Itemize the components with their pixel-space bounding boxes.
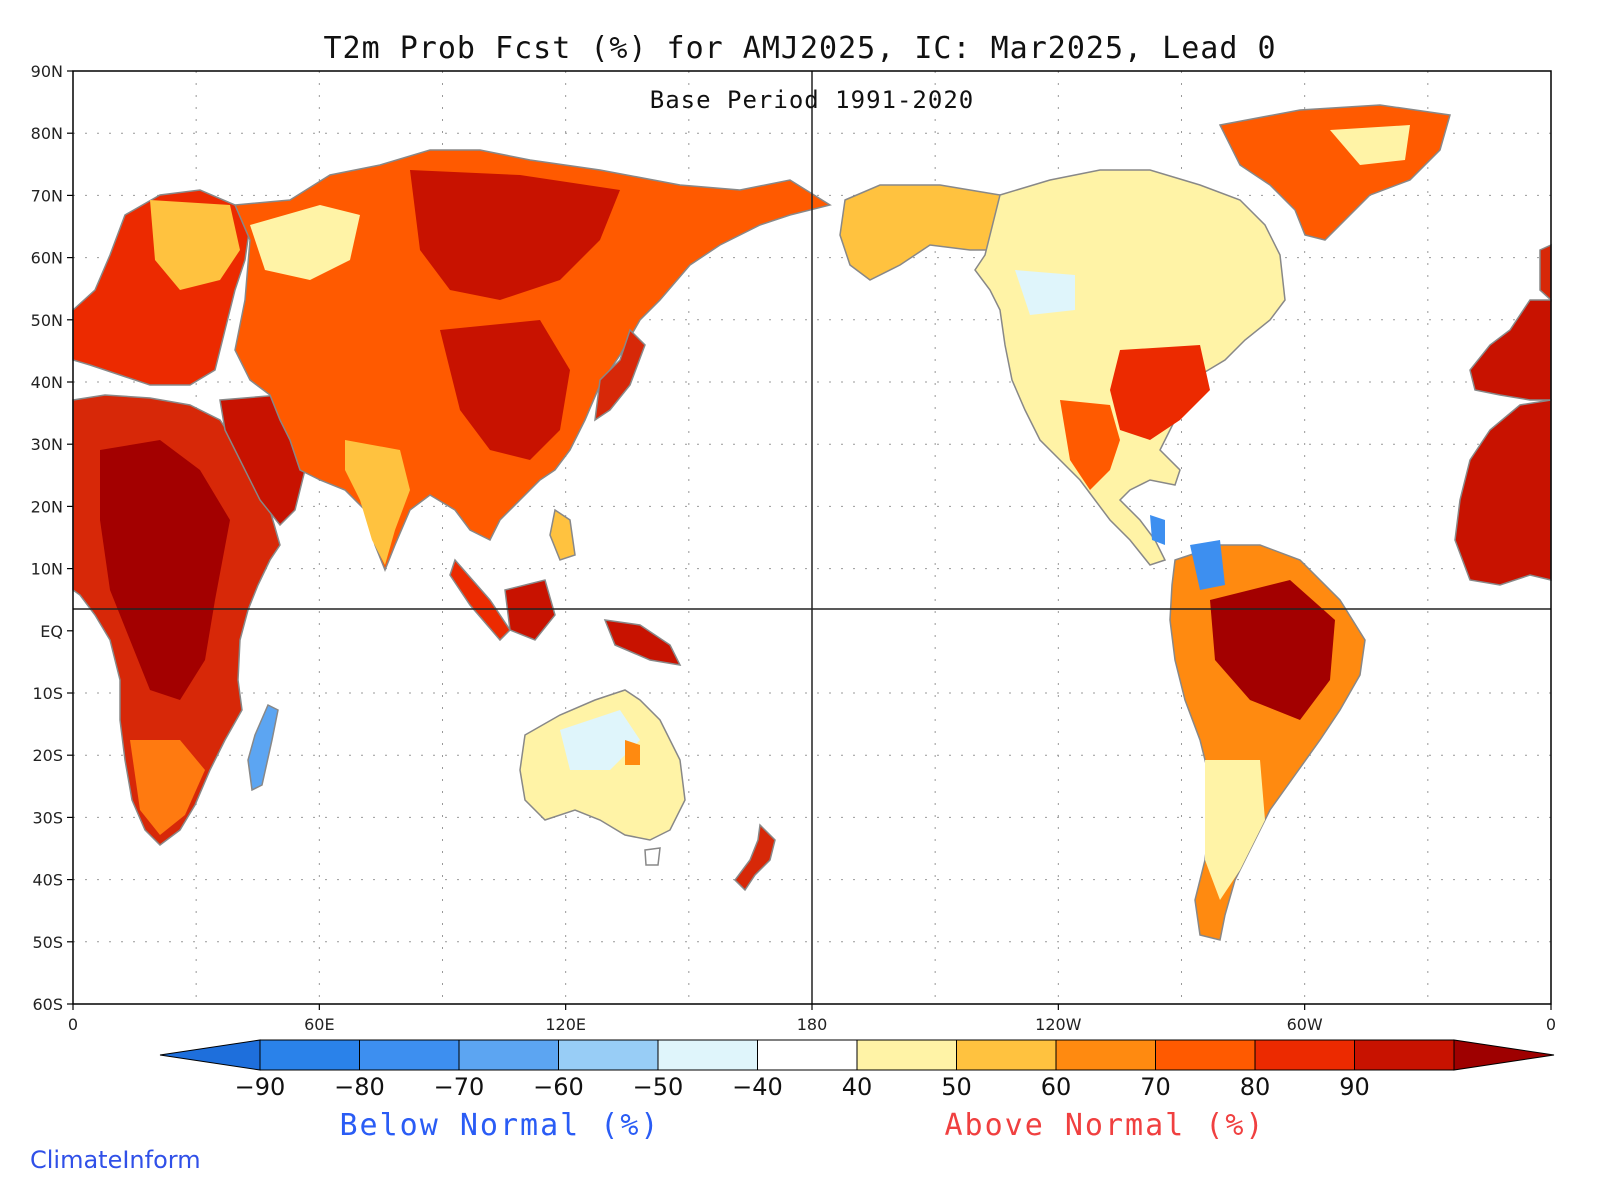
tasmania bbox=[644, 847, 661, 866]
colorbar-box bbox=[1254, 1039, 1355, 1071]
colorbar: −90 −80 −70 −60 −50 −40 40 50 60 70 80 90 bbox=[159, 1039, 1555, 1101]
lat-tick-label: 40N bbox=[31, 373, 63, 392]
japan bbox=[594, 328, 646, 422]
colorbar-tick-label: −40 bbox=[732, 1073, 783, 1101]
lon-tick-label: 120E bbox=[545, 1015, 586, 1034]
lon-tick-label: 180 bbox=[797, 1015, 828, 1034]
colorbar-tick-label: 70 bbox=[1140, 1073, 1171, 1101]
map-area: Base Period 1991-2020 bbox=[72, 70, 1552, 1005]
colorbar-tick-label: −90 bbox=[235, 1073, 286, 1101]
colorbar-box bbox=[856, 1039, 957, 1071]
sumatra bbox=[449, 558, 511, 642]
eastern-us bbox=[1110, 345, 1210, 440]
amazon-core bbox=[1210, 580, 1335, 720]
colorbar-box bbox=[1155, 1039, 1256, 1071]
colorbar-tick-label: 50 bbox=[941, 1073, 972, 1101]
mexico bbox=[1060, 400, 1120, 490]
europe-north bbox=[150, 200, 240, 290]
colorbar-box bbox=[1055, 1039, 1156, 1071]
lon-tick-label: 60E bbox=[304, 1015, 334, 1034]
new-guinea bbox=[603, 619, 682, 666]
greenland-pale bbox=[1330, 125, 1410, 165]
colorbar-box bbox=[757, 1039, 858, 1071]
australia-hotspot bbox=[625, 740, 640, 765]
africa-core bbox=[100, 440, 230, 700]
lat-tick-label: 60N bbox=[31, 249, 63, 268]
land-masses bbox=[72, 104, 1552, 941]
lat-tick-label: 70N bbox=[31, 186, 63, 205]
lat-tick-label: 50S bbox=[32, 933, 63, 952]
colorbar-tick-label: −80 bbox=[334, 1073, 385, 1101]
canada-blue bbox=[1015, 270, 1075, 315]
colorbar-tick-label: 90 bbox=[1339, 1073, 1370, 1101]
lat-tick-label: 80N bbox=[31, 124, 63, 143]
colorbar-box bbox=[259, 1039, 360, 1071]
philippines bbox=[549, 508, 576, 561]
china-core bbox=[440, 320, 570, 460]
colorbar-tick-label: −60 bbox=[533, 1073, 584, 1101]
base-period-label: Base Period 1991-2020 bbox=[650, 86, 974, 114]
australia-pale-blue bbox=[560, 710, 640, 770]
colorbar-box bbox=[1354, 1039, 1455, 1071]
colorbar-box bbox=[956, 1039, 1057, 1071]
above-normal-label: Above Normal (%) bbox=[945, 1108, 1266, 1143]
india bbox=[345, 440, 410, 565]
plot-title: T2m Prob Fcst (%) for AMJ2025, IC: Mar20… bbox=[323, 31, 1276, 66]
lat-tick-label: 40S bbox=[32, 871, 63, 890]
colorbar-box bbox=[657, 1039, 758, 1071]
colorbar-tick-label: −70 bbox=[434, 1073, 485, 1101]
colorbar-arrow-left bbox=[159, 1039, 261, 1071]
below-normal-label: Below Normal (%) bbox=[340, 1108, 661, 1143]
nw-africa-right-edge bbox=[1454, 399, 1552, 586]
colorbar-box bbox=[458, 1039, 559, 1071]
colorbar-tick-label: 80 bbox=[1240, 1073, 1271, 1101]
central-america-blue bbox=[1150, 515, 1165, 545]
africa-south bbox=[130, 740, 205, 835]
lat-tick-label: 30S bbox=[32, 808, 63, 827]
colorbar-tick-label: 60 bbox=[1041, 1073, 1072, 1101]
longitude-axis: 0 60E 120E 180 120W 60W 0 bbox=[68, 1004, 1556, 1034]
lat-tick-label: 60S bbox=[32, 995, 63, 1014]
russia-west-pale bbox=[250, 205, 360, 280]
colorbar-box bbox=[359, 1039, 460, 1071]
credit-label: ClimateInform bbox=[30, 1146, 201, 1174]
colorbar-tick-label: −50 bbox=[633, 1073, 684, 1101]
lat-tick-label: 30N bbox=[31, 435, 63, 454]
alaska bbox=[839, 184, 1001, 281]
new-zealand bbox=[734, 823, 776, 892]
lat-tick-label: 10N bbox=[31, 560, 63, 579]
borneo bbox=[504, 579, 556, 641]
britain-right-edge bbox=[1539, 243, 1552, 302]
lat-tick-label: 10S bbox=[32, 684, 63, 703]
iberia-right-edge bbox=[1469, 299, 1552, 401]
latitude-axis: 90N 80N 70N 60N 50N 40N 30N 20N 10N EQ 10S 20S 30S 40… bbox=[31, 62, 73, 1014]
lon-tick-label: 0 bbox=[68, 1015, 78, 1034]
lat-tick-label: 90N bbox=[31, 62, 63, 81]
lat-tick-label: 50N bbox=[31, 311, 63, 330]
south-america-south-pale bbox=[1205, 760, 1265, 900]
colombia-blue bbox=[1190, 540, 1225, 590]
lon-tick-label: 0 bbox=[1546, 1015, 1556, 1034]
lon-tick-label: 60W bbox=[1287, 1015, 1323, 1034]
lat-tick-label: 20S bbox=[32, 746, 63, 765]
colorbar-tick-label: 40 bbox=[842, 1073, 873, 1101]
lon-tick-label: 120W bbox=[1035, 1015, 1082, 1034]
colorbar-box bbox=[558, 1039, 659, 1071]
colorbar-arrow-right bbox=[1453, 1039, 1555, 1071]
lat-tick-label: 20N bbox=[31, 497, 63, 516]
siberia-core bbox=[410, 170, 620, 300]
lat-tick-label: EQ bbox=[40, 622, 63, 641]
madagascar bbox=[247, 703, 279, 792]
